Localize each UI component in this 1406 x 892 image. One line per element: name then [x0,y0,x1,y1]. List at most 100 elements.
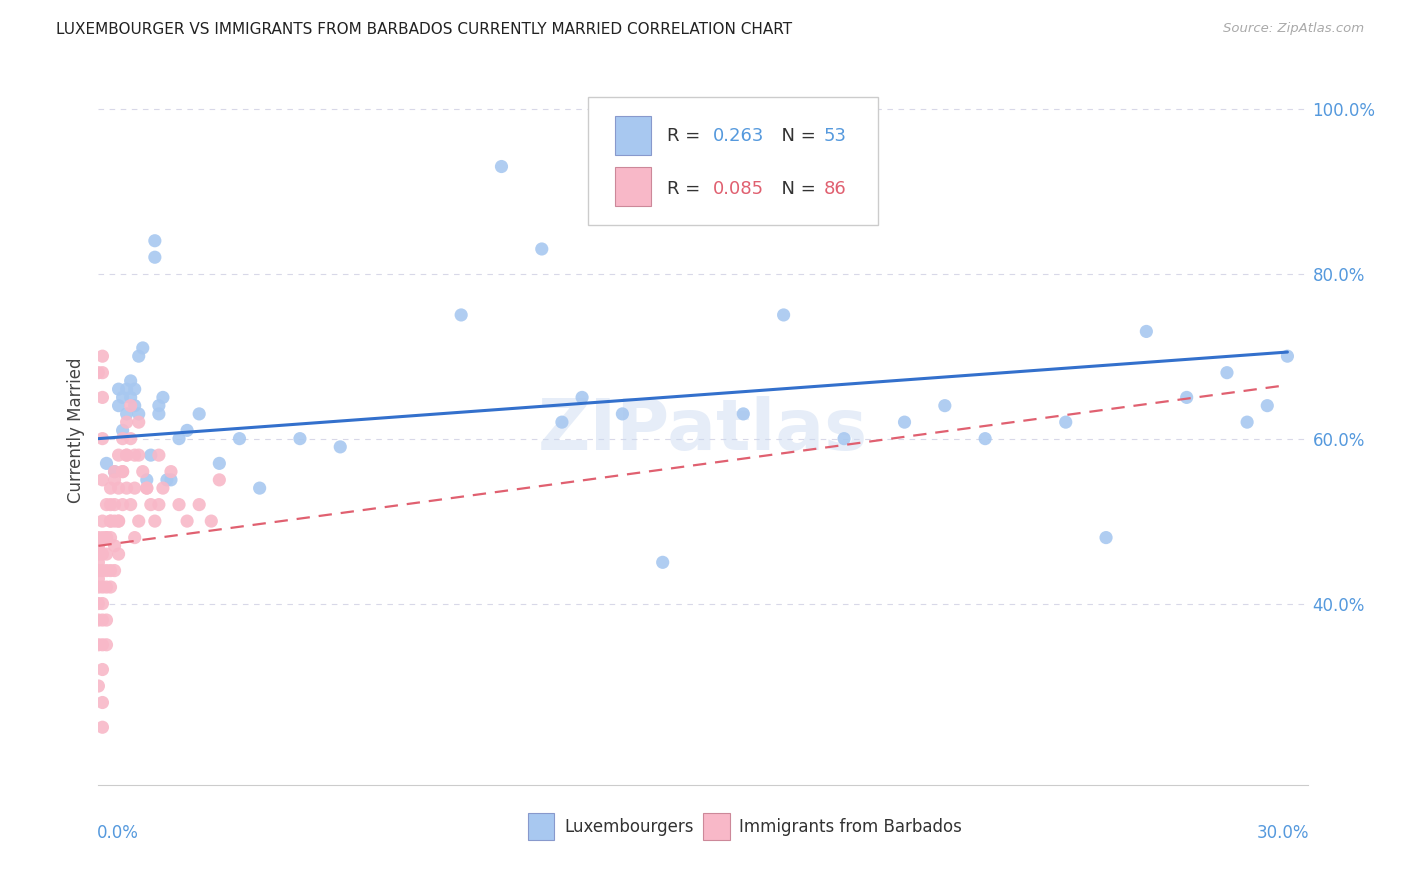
Point [87,597,110,611]
Point [160,473,183,487]
Point [87,564,110,578]
Point [107,514,129,528]
FancyBboxPatch shape [588,97,879,225]
Point [91,613,114,627]
Point [135,481,157,495]
Point [124,448,146,462]
Point [1236,415,1258,429]
Point [91,580,114,594]
Point [188,498,211,512]
Point [87,555,110,569]
Point [91,547,114,561]
Text: N =: N = [769,127,821,145]
Point [103,514,125,528]
Text: 0.085: 0.085 [713,180,763,198]
Point [91,531,114,545]
Point [288,432,311,446]
Point [96,456,118,470]
Text: 0.263: 0.263 [713,127,763,145]
Point [91,473,114,487]
Point [1216,366,1239,380]
Point [96,531,118,545]
FancyBboxPatch shape [703,814,730,840]
Point [91,696,114,710]
Point [156,473,179,487]
Point [87,580,110,594]
Point [120,391,142,405]
Point [208,456,231,470]
Point [733,407,755,421]
Point [148,498,170,512]
Point [111,498,134,512]
Point [100,580,122,594]
Text: R =: R = [666,127,706,145]
Text: 53: 53 [824,127,846,145]
Text: LUXEMBOURGER VS IMMIGRANTS FROM BARBADOS CURRENTLY MARRIED CORRELATION CHART: LUXEMBOURGER VS IMMIGRANTS FROM BARBADOS… [56,22,793,37]
Text: Immigrants from Barbados: Immigrants from Barbados [740,818,962,836]
Text: R =: R = [666,180,706,198]
Point [176,514,198,528]
Point [160,465,183,479]
Point [96,498,118,512]
Point [100,514,122,528]
Point [115,415,138,429]
Point [450,308,472,322]
Point [143,234,166,248]
Point [103,465,125,479]
Point [91,597,114,611]
Point [87,613,110,627]
Text: 0.0%: 0.0% [97,824,139,842]
Point [329,440,352,454]
Point [1095,531,1118,545]
Text: 86: 86 [824,180,846,198]
Point [974,432,997,446]
Text: N =: N = [769,180,821,198]
Point [1256,399,1278,413]
Point [120,498,142,512]
Point [208,473,231,487]
Point [571,391,593,405]
Point [143,514,166,528]
Point [115,448,138,462]
Point [107,448,129,462]
Point [100,498,122,512]
Point [832,432,855,446]
Point [132,465,155,479]
Point [128,407,150,421]
FancyBboxPatch shape [614,168,651,206]
Point [87,366,110,380]
Point [530,242,553,256]
Point [893,415,915,429]
Point [103,473,125,487]
Point [152,481,174,495]
Point [96,564,118,578]
Y-axis label: Currently Married: Currently Married [66,358,84,503]
Point [934,399,956,413]
Point [491,160,513,174]
Point [120,374,142,388]
Point [91,564,114,578]
Point [91,663,114,677]
Point [148,448,170,462]
Point [111,432,134,446]
Point [100,514,122,528]
Point [115,448,138,462]
Point [120,432,142,446]
Point [96,613,118,627]
Point [124,531,146,545]
Point [107,547,129,561]
Point [91,391,114,405]
Point [107,382,129,396]
Point [124,399,146,413]
Point [120,399,142,413]
Point [96,547,118,561]
Point [87,638,110,652]
Point [100,564,122,578]
Point [100,531,122,545]
Point [152,391,174,405]
Point [135,481,157,495]
Point [148,407,170,421]
Point [167,498,190,512]
Point [87,679,110,693]
Point [100,481,122,495]
